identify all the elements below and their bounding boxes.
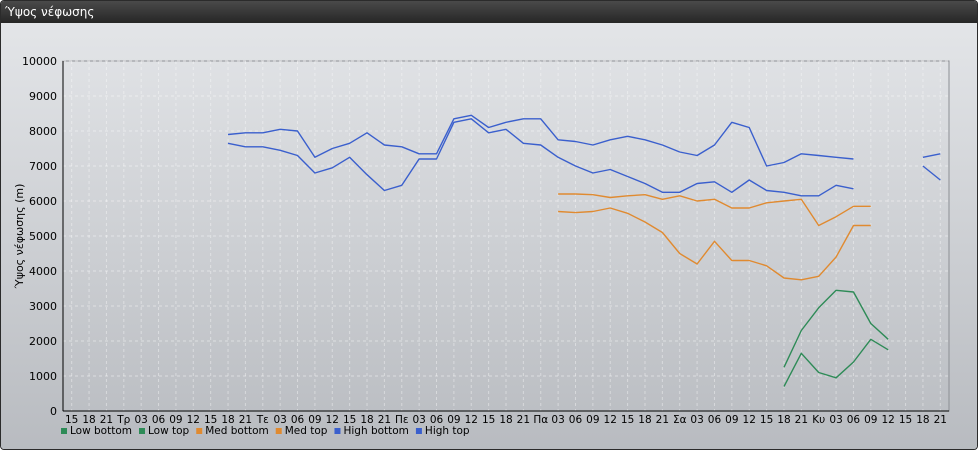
legend-swatch-high-top: [415, 428, 422, 434]
x-tick-label: 03: [690, 414, 703, 426]
x-tick-label: 18: [777, 414, 790, 426]
x-tick-label: 06: [291, 414, 305, 426]
legend-label-med-top: Med top: [285, 425, 328, 437]
legend-swatch-low-bottom: [61, 428, 67, 434]
x-tick-label: 03: [273, 414, 286, 426]
x-tick-label: 06: [430, 414, 444, 426]
series-line-low-top: [783, 289, 889, 368]
x-tick-label: 18: [638, 414, 651, 426]
y-tick-label: 4000: [29, 265, 57, 278]
series-line-high-top: [227, 114, 941, 167]
x-tick-label: 12: [187, 414, 200, 426]
x-tick-label: 18: [360, 414, 373, 426]
x-tick-label: 06: [569, 414, 583, 426]
x-tick-label: Πε: [395, 414, 409, 426]
x-tick-label: 09: [864, 414, 877, 426]
x-tick-label: 21: [517, 414, 530, 426]
legend-swatch-med-top: [275, 428, 282, 434]
x-tick-label: 09: [308, 414, 321, 426]
plot-area: 0 1000 2000 3000 4000 5000 6000 7000 8000 9000 100…: [1, 23, 977, 449]
legend-label-med-bottom: Med bottom: [205, 425, 269, 437]
x-tick-label: 18: [221, 414, 234, 426]
x-tick-label: 09: [169, 414, 182, 426]
x-tick-label: 15: [204, 414, 217, 426]
legend-swatch-low-top: [139, 428, 145, 434]
x-tick-label: 06: [847, 414, 861, 426]
legend-label-high-top: High top: [425, 425, 470, 437]
x-tick-label: 12: [604, 414, 617, 426]
x-tick-label: 18: [916, 414, 929, 426]
x-tick-label: Σα: [673, 414, 687, 426]
legend-swatch-med-bottom: [196, 428, 203, 434]
y-tick-label: 7000: [29, 160, 57, 173]
y-tick-label: 10000: [22, 55, 57, 68]
x-tick-label: 15: [621, 414, 634, 426]
x-tick-label: 21: [656, 414, 669, 426]
x-tick-label: 15: [343, 414, 356, 426]
y-axis-label: Ύψος νέφωσης (m): [13, 184, 26, 290]
legend-label-high-bottom: High bottom: [343, 425, 408, 437]
x-tick-label: 03: [829, 414, 842, 426]
x-tick-label: 21: [795, 414, 808, 426]
legend-swatch-high-bottom: [334, 428, 341, 434]
x-tick-label: 15: [899, 414, 912, 426]
x-tick-label: 06: [152, 414, 166, 426]
x-tick-label: 15: [482, 414, 495, 426]
series-line-high-bottom: [227, 118, 941, 197]
window-title: Ύψος νέφωσης: [1, 1, 977, 23]
x-tick-label: 06: [708, 414, 722, 426]
x-tick-label: 15: [65, 414, 78, 426]
y-tick-label: 8000: [29, 125, 57, 138]
x-tick-label: Τε: [256, 414, 269, 426]
x-tick-label: 21: [239, 414, 252, 426]
x-tick-label: Τρ: [116, 414, 130, 426]
x-tick-label: 09: [725, 414, 738, 426]
x-tick-label: 15: [760, 414, 773, 426]
legend-label-low-bottom: Low bottom: [70, 425, 132, 437]
x-tick-label: 12: [882, 414, 895, 426]
legend-label-low-top: Low top: [148, 425, 190, 437]
x-tick-label: 03: [412, 414, 425, 426]
x-tick-label: 21: [934, 414, 947, 426]
y-tick-label: 5000: [29, 230, 57, 243]
x-tick-label: 09: [447, 414, 460, 426]
x-tick-label: 03: [134, 414, 147, 426]
cloud-height-chart: 0 1000 2000 3000 4000 5000 6000 7000 8000 9000 100…: [1, 23, 977, 449]
y-tick-label: 1000: [29, 370, 57, 383]
x-tick-label: Πα: [533, 414, 548, 426]
x-tick-label: 21: [100, 414, 113, 426]
x-tick-label: 03: [551, 414, 564, 426]
x-tick-label: Κυ: [812, 414, 825, 426]
series-line-med-top: [558, 193, 871, 227]
x-tick-label: 12: [743, 414, 756, 426]
x-tick-label: 09: [586, 414, 599, 426]
x-tick-label: 18: [499, 414, 512, 426]
chart-background: [1, 23, 977, 449]
x-tick-label: 21: [378, 414, 391, 426]
y-tick-label: 3000: [29, 300, 57, 313]
series-line-low-bottom: [783, 338, 889, 387]
y-tick-label: 9000: [29, 90, 57, 103]
y-tick-label: 6000: [29, 195, 57, 208]
x-tick-label: 12: [326, 414, 339, 426]
x-tick-label: 12: [465, 414, 478, 426]
series-line-med-bottom: [558, 207, 871, 281]
x-tick-label: 18: [82, 414, 95, 426]
y-tick-label: 0: [50, 405, 57, 418]
y-tick-label: 2000: [29, 335, 57, 348]
